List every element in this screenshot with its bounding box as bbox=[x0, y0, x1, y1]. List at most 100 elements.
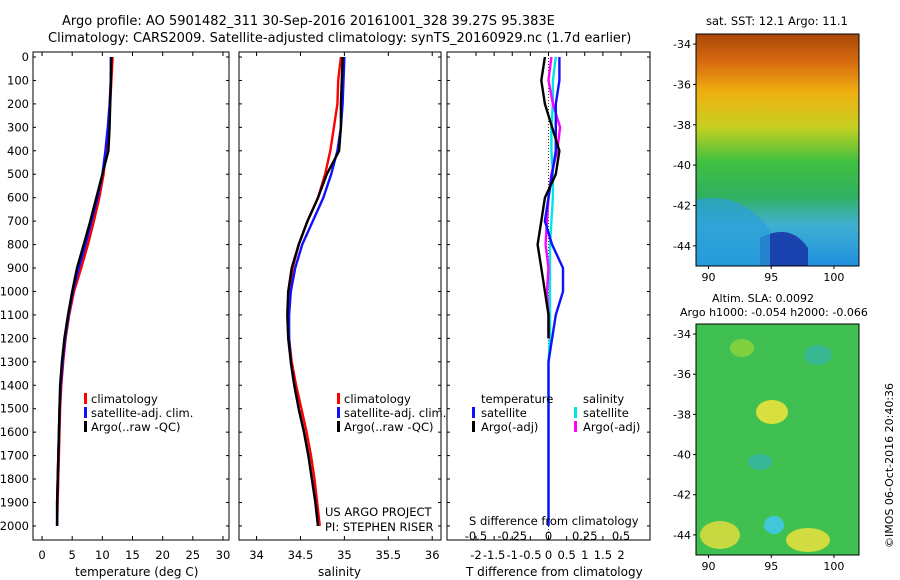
legend-swatch-t-argo bbox=[472, 421, 475, 432]
lon-tick-label: 95 bbox=[764, 560, 778, 573]
legend-swatch-s-satellite bbox=[574, 407, 577, 418]
lat-tick-label: -40 bbox=[673, 159, 691, 172]
legend-label-argo: Argo(..raw -QC) bbox=[91, 420, 181, 434]
x-tick-label: 20 bbox=[155, 548, 170, 562]
legend-label-argo: Argo(..raw -QC) bbox=[344, 420, 434, 434]
legend-swatch-climatology bbox=[337, 393, 340, 404]
satellite-adj-clim-line bbox=[287, 56, 346, 527]
depth-tick-label: 1700 bbox=[0, 449, 29, 463]
temperature-legend: climatology satellite-adj. clim. Argo(..… bbox=[84, 392, 193, 434]
t-diff-satellite-line bbox=[543, 57, 565, 526]
climatology-line bbox=[55, 56, 114, 526]
legend-label-s-satellite: satellite bbox=[583, 406, 629, 420]
depth-tick-label: 2000 bbox=[0, 519, 29, 533]
depth-axis: 0 100 200 300 400 500 600 700 800 900 1000 1100 1200… bbox=[0, 50, 650, 533]
legend-label-satellite: satellite-adj. clim. bbox=[344, 406, 446, 420]
sla-map-frame bbox=[695, 323, 860, 556]
s-diff-tick-label: -0.5 bbox=[465, 529, 487, 543]
sla-low-patch bbox=[748, 454, 772, 470]
sla-high-patch bbox=[786, 528, 830, 552]
project-credit: US ARGO PROJECT bbox=[325, 505, 433, 519]
legend-label-satellite: satellite-adj. clim. bbox=[91, 406, 193, 420]
legend-swatch-argo bbox=[337, 421, 340, 432]
depth-tick-label: 400 bbox=[7, 144, 29, 158]
x-tick-label: -1.5 bbox=[483, 548, 505, 562]
x-tick-label: -0.5 bbox=[519, 548, 541, 562]
legend-label-s-argo: Argo(-adj) bbox=[583, 420, 640, 434]
depth-tick-label: 0 bbox=[22, 50, 29, 64]
lat-tick-label: -38 bbox=[673, 119, 691, 132]
legend-swatch-s-argo bbox=[574, 421, 577, 432]
satellite-adj-clim-line bbox=[55, 57, 112, 526]
difference-panel: -2 -1.5 -1 -0.5 0 0.5 1 1.5 2-0.5 -0.25 0 0.25 0.5 bbox=[465, 52, 630, 562]
lat-tick-label: -40 bbox=[673, 449, 691, 462]
climatology-line bbox=[287, 56, 343, 527]
sst-map bbox=[695, 33, 860, 267]
x-tick-label: 0.5 bbox=[557, 548, 575, 562]
depth-tick-label: 200 bbox=[7, 97, 29, 111]
sst-cold-patch bbox=[760, 231, 808, 266]
depth-tick-label: 1900 bbox=[0, 495, 29, 509]
x-tick-label: 34.5 bbox=[288, 548, 314, 562]
lat-tick-label: -38 bbox=[673, 408, 691, 421]
x-tick-label: 1 bbox=[581, 548, 588, 562]
depth-tick-label: 900 bbox=[7, 261, 29, 275]
x-tick-label: 34 bbox=[249, 548, 264, 562]
lat-tick-label: -34 bbox=[673, 38, 691, 51]
sla-map-subtitle: Argo h1000: -0.054 h2000: -0.066 bbox=[680, 306, 868, 319]
imos-credit: ©IMOS 06-Oct-2016 20:40:36 bbox=[883, 383, 896, 548]
salinity-xlabel: salinity bbox=[318, 565, 361, 579]
legend-swatch-satellite bbox=[337, 407, 340, 418]
depth-tick-label: 1800 bbox=[0, 472, 29, 486]
x-tick-label: 30 bbox=[216, 548, 231, 562]
sla-high-patch bbox=[700, 521, 740, 549]
argo-line bbox=[55, 56, 113, 526]
sla-heatmap-field bbox=[696, 324, 859, 555]
t-difference-xlabel: T difference from climatology bbox=[465, 565, 643, 579]
lat-tick-label: -44 bbox=[673, 529, 691, 542]
legend-swatch-satellite bbox=[84, 407, 87, 418]
sst-map-axes: -34 -36 -38 -40 -42 -44 90 95 100 bbox=[673, 38, 844, 284]
x-tick-label: 36 bbox=[425, 548, 440, 562]
legend-label-t-argo: Argo(-adj) bbox=[481, 420, 538, 434]
lon-tick-label: 95 bbox=[764, 271, 778, 284]
x-tick-label: 0 bbox=[545, 548, 552, 562]
s-difference-xlabel: S difference from climatology bbox=[469, 514, 639, 528]
figure-title-line2: Climatology: CARS2009. Satellite-adjuste… bbox=[48, 31, 631, 46]
depth-tick-label: 300 bbox=[7, 120, 29, 134]
x-tick-label: 35 bbox=[337, 548, 352, 562]
lon-tick-label: 100 bbox=[823, 560, 844, 573]
lon-tick-label: 100 bbox=[823, 271, 844, 284]
s-diff-tick-label: 0 bbox=[545, 529, 552, 543]
sst-map-title: sat. SST: 12.1 Argo: 11.1 bbox=[706, 14, 848, 28]
x-tick-label: 25 bbox=[185, 548, 200, 562]
x-tick-label: 15 bbox=[125, 548, 140, 562]
x-tick-label: 1.5 bbox=[594, 548, 612, 562]
sla-map-title: Altim. SLA: 0.0092 bbox=[712, 292, 814, 305]
x-tick-label: 0 bbox=[38, 548, 45, 562]
sla-high-patch bbox=[756, 400, 788, 424]
s-diff-tick-label: -0.25 bbox=[497, 529, 527, 543]
salinity-panel: 34 34.5 35 35.5 36 bbox=[249, 52, 440, 562]
legend-label-climatology: climatology bbox=[91, 392, 158, 406]
legend-label-climatology: climatology bbox=[344, 392, 411, 406]
x-tick-label: 5 bbox=[69, 548, 76, 562]
temperature-panel-frame bbox=[32, 51, 230, 541]
legend-label-t-satellite: satellite bbox=[481, 406, 527, 420]
sst-blue-patch bbox=[696, 198, 770, 266]
temperature-xlabel: temperature (deg C) bbox=[75, 565, 198, 579]
depth-tick-label: 800 bbox=[7, 238, 29, 252]
salinity-legend: climatology satellite-adj. clim. Argo(..… bbox=[337, 392, 446, 434]
x-tick-label: 2 bbox=[617, 548, 624, 562]
pi-credit: PI: STEPHEN RISER bbox=[325, 520, 434, 534]
lat-tick-label: -42 bbox=[673, 199, 691, 212]
sla-low-patch bbox=[804, 345, 832, 365]
lon-tick-label: 90 bbox=[702, 560, 716, 573]
sla-map bbox=[695, 323, 860, 556]
depth-tick-label: 1100 bbox=[0, 308, 29, 322]
depth-tick-label: 1300 bbox=[0, 355, 29, 369]
depth-tick-label: 600 bbox=[7, 191, 29, 205]
lon-tick-label: 90 bbox=[702, 271, 716, 284]
temperature-panel: 0 5 10 15 20 25 30 bbox=[38, 52, 230, 562]
